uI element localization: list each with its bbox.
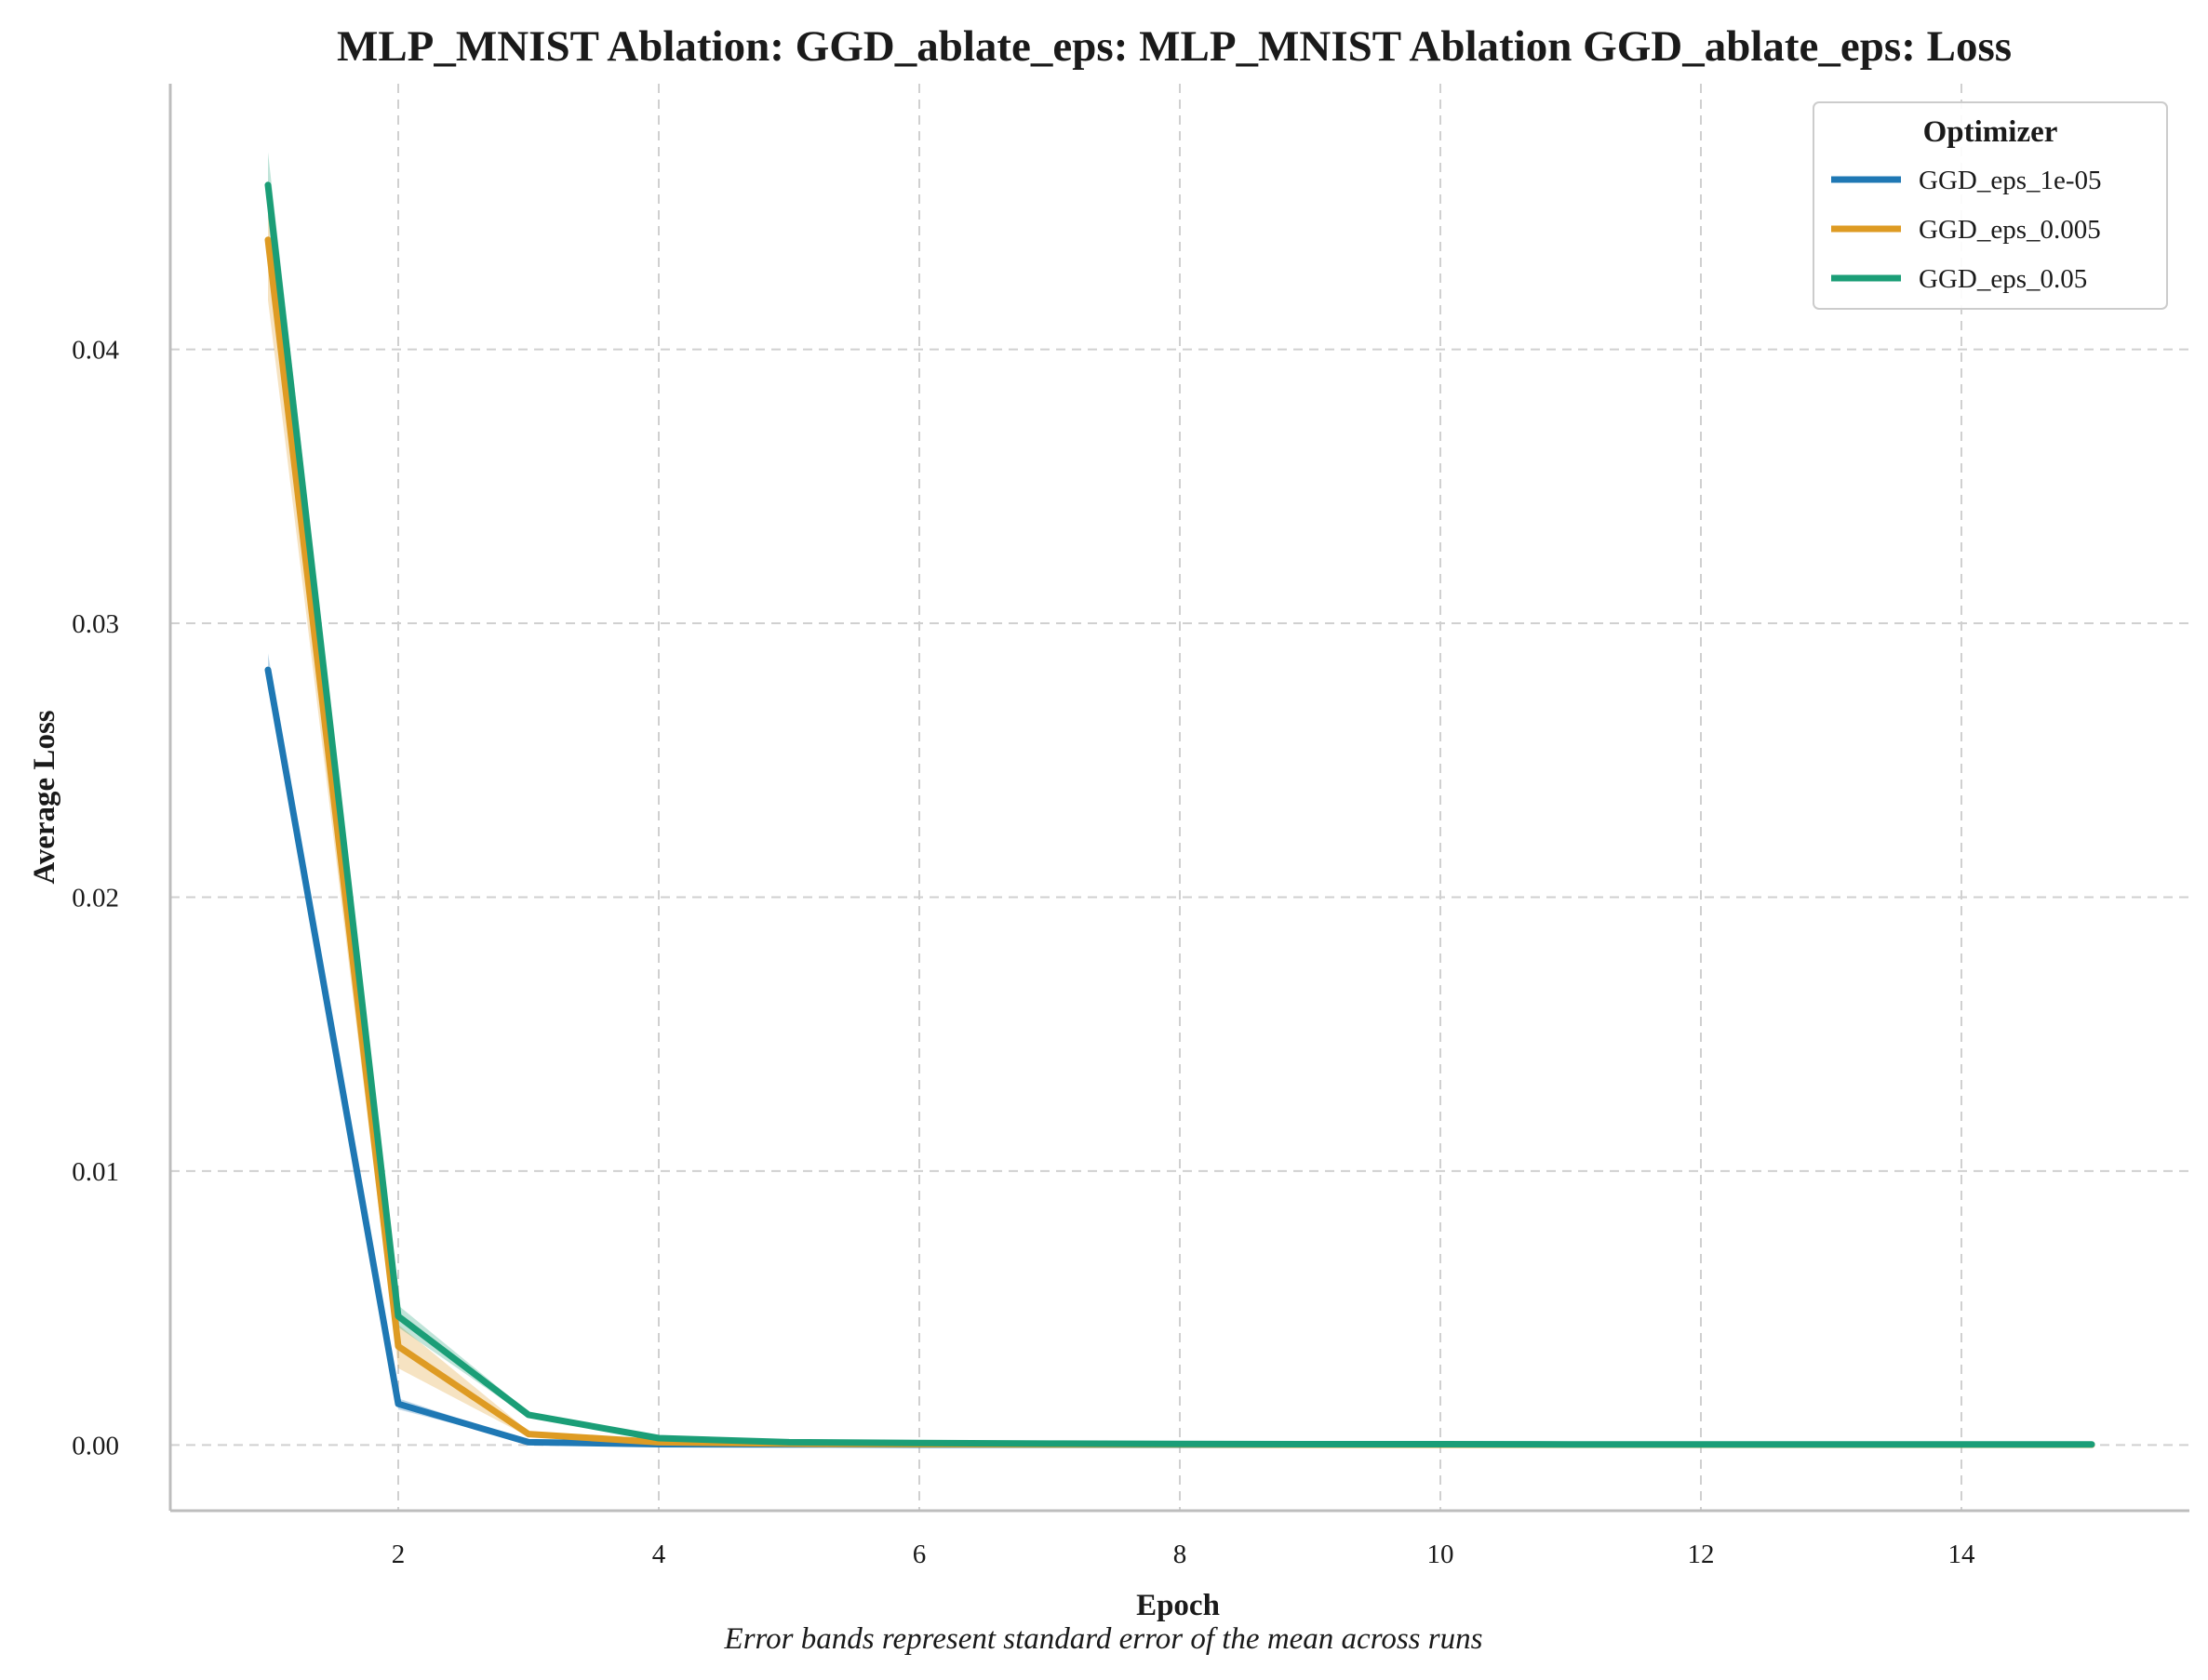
x-tick-label: 4 — [652, 1540, 666, 1569]
y-tick-label: 0.01 — [72, 1157, 119, 1187]
y-tick-label: 0.00 — [72, 1431, 119, 1460]
y-tick-label: 0.04 — [72, 336, 119, 366]
y-axis-label: Average Loss — [28, 710, 61, 884]
x-tick-label: 8 — [1173, 1540, 1187, 1569]
x-tick-label: 12 — [1688, 1540, 1715, 1569]
y-tick-labels: 0.00 0.01 0.02 0.03 0.04 — [72, 336, 119, 1461]
chart-caption: Error bands represent standard error of … — [724, 1622, 1483, 1656]
x-tick-label: 6 — [913, 1540, 927, 1569]
y-tick-label: 0.02 — [72, 883, 119, 913]
legend-box — [1813, 101, 2168, 310]
x-tick-labels: 2 4 6 8 10 12 14 — [392, 1540, 1975, 1569]
series-lines — [264, 181, 2095, 1448]
x-tick-label: 2 — [392, 1540, 406, 1569]
x-axis-label: Epoch — [1136, 1589, 1220, 1622]
x-tick-label: 14 — [1948, 1540, 1976, 1569]
legend-items: GGD_eps_1e-05 GGD_eps_0.005 GGD_eps_0.05 — [1831, 166, 2102, 294]
legend: Optimizer GGD_eps_1e-05GGD_eps_0.005GGD_… — [1813, 101, 2168, 310]
legend-label-series-1: GGD_eps_1e-05 — [1919, 166, 2102, 195]
legend-title: Optimizer — [1923, 115, 2058, 149]
legend-label-series-3: GGD_eps_0.05 — [1919, 264, 2087, 294]
chart-title: MLP_MNIST Ablation: GGD_ablate_eps: MLP_… — [337, 22, 2012, 71]
legend-label-series-2: GGD_eps_0.005 — [1919, 215, 2101, 245]
series-line-3 — [264, 181, 2095, 1448]
y-tick-label: 0.03 — [72, 609, 119, 639]
x-tick-label: 10 — [1427, 1540, 1454, 1569]
grid-lines — [170, 84, 2189, 1511]
